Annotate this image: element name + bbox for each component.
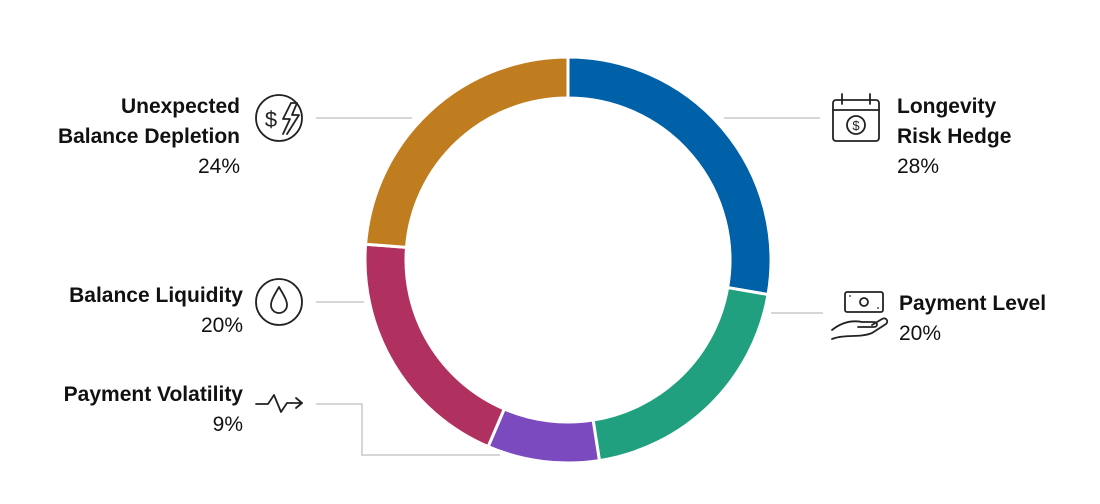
- donut-slice-unexpected-balance-depletion: [363, 55, 570, 250]
- hand-cash-icon: [831, 291, 889, 340]
- dollar-lightning-icon: $: [255, 94, 303, 142]
- slice-value-label: 24%: [197, 155, 240, 178]
- slice-label-longevity-risk-hedge: Longevity Risk Hedge 28%: [897, 92, 1097, 182]
- water-drop-icon: [255, 278, 303, 326]
- svg-text:$: $: [265, 107, 277, 132]
- donut-slices: [363, 55, 773, 465]
- calendar-dollar-icon: $: [832, 93, 880, 142]
- slice-label-balance-liquidity: Balance Liquidity 20%: [0, 281, 243, 341]
- slice-value-label: 9%: [212, 413, 243, 436]
- slice-name: Unexpected: [120, 95, 240, 118]
- donut-slice-payment-volatility: [486, 406, 602, 465]
- slice-name: Payment Level: [899, 292, 1047, 315]
- svg-text:$: $: [852, 118, 860, 133]
- slice-name: Balance Depletion: [57, 125, 240, 148]
- donut-slice-longevity-risk-hedge: [566, 55, 773, 297]
- slice-value-label: 20%: [899, 322, 942, 345]
- slice-name: Payment Volatility: [63, 383, 243, 406]
- slice-label-unexpected-balance-depletion: Unexpected Balance Depletion 24%: [0, 92, 240, 182]
- donut-slice-balance-liquidity: [363, 242, 507, 449]
- slice-value-label: 20%: [200, 314, 243, 337]
- zigzag-arrow-icon: [255, 394, 303, 413]
- leader-lines: [316, 117, 823, 456]
- slice-name: Balance Liquidity: [69, 284, 243, 307]
- leader-line-payment-volatility: [316, 403, 500, 456]
- donut-slice-payment-level: [591, 285, 770, 463]
- slice-name: Longevity: [897, 95, 997, 118]
- slice-name: Risk Hedge: [897, 125, 1012, 148]
- slice-label-payment-volatility: Payment Volatility 9%: [0, 380, 243, 440]
- slice-value-label: 28%: [897, 155, 940, 178]
- slice-label-payment-level: Payment Level 20%: [899, 289, 1099, 349]
